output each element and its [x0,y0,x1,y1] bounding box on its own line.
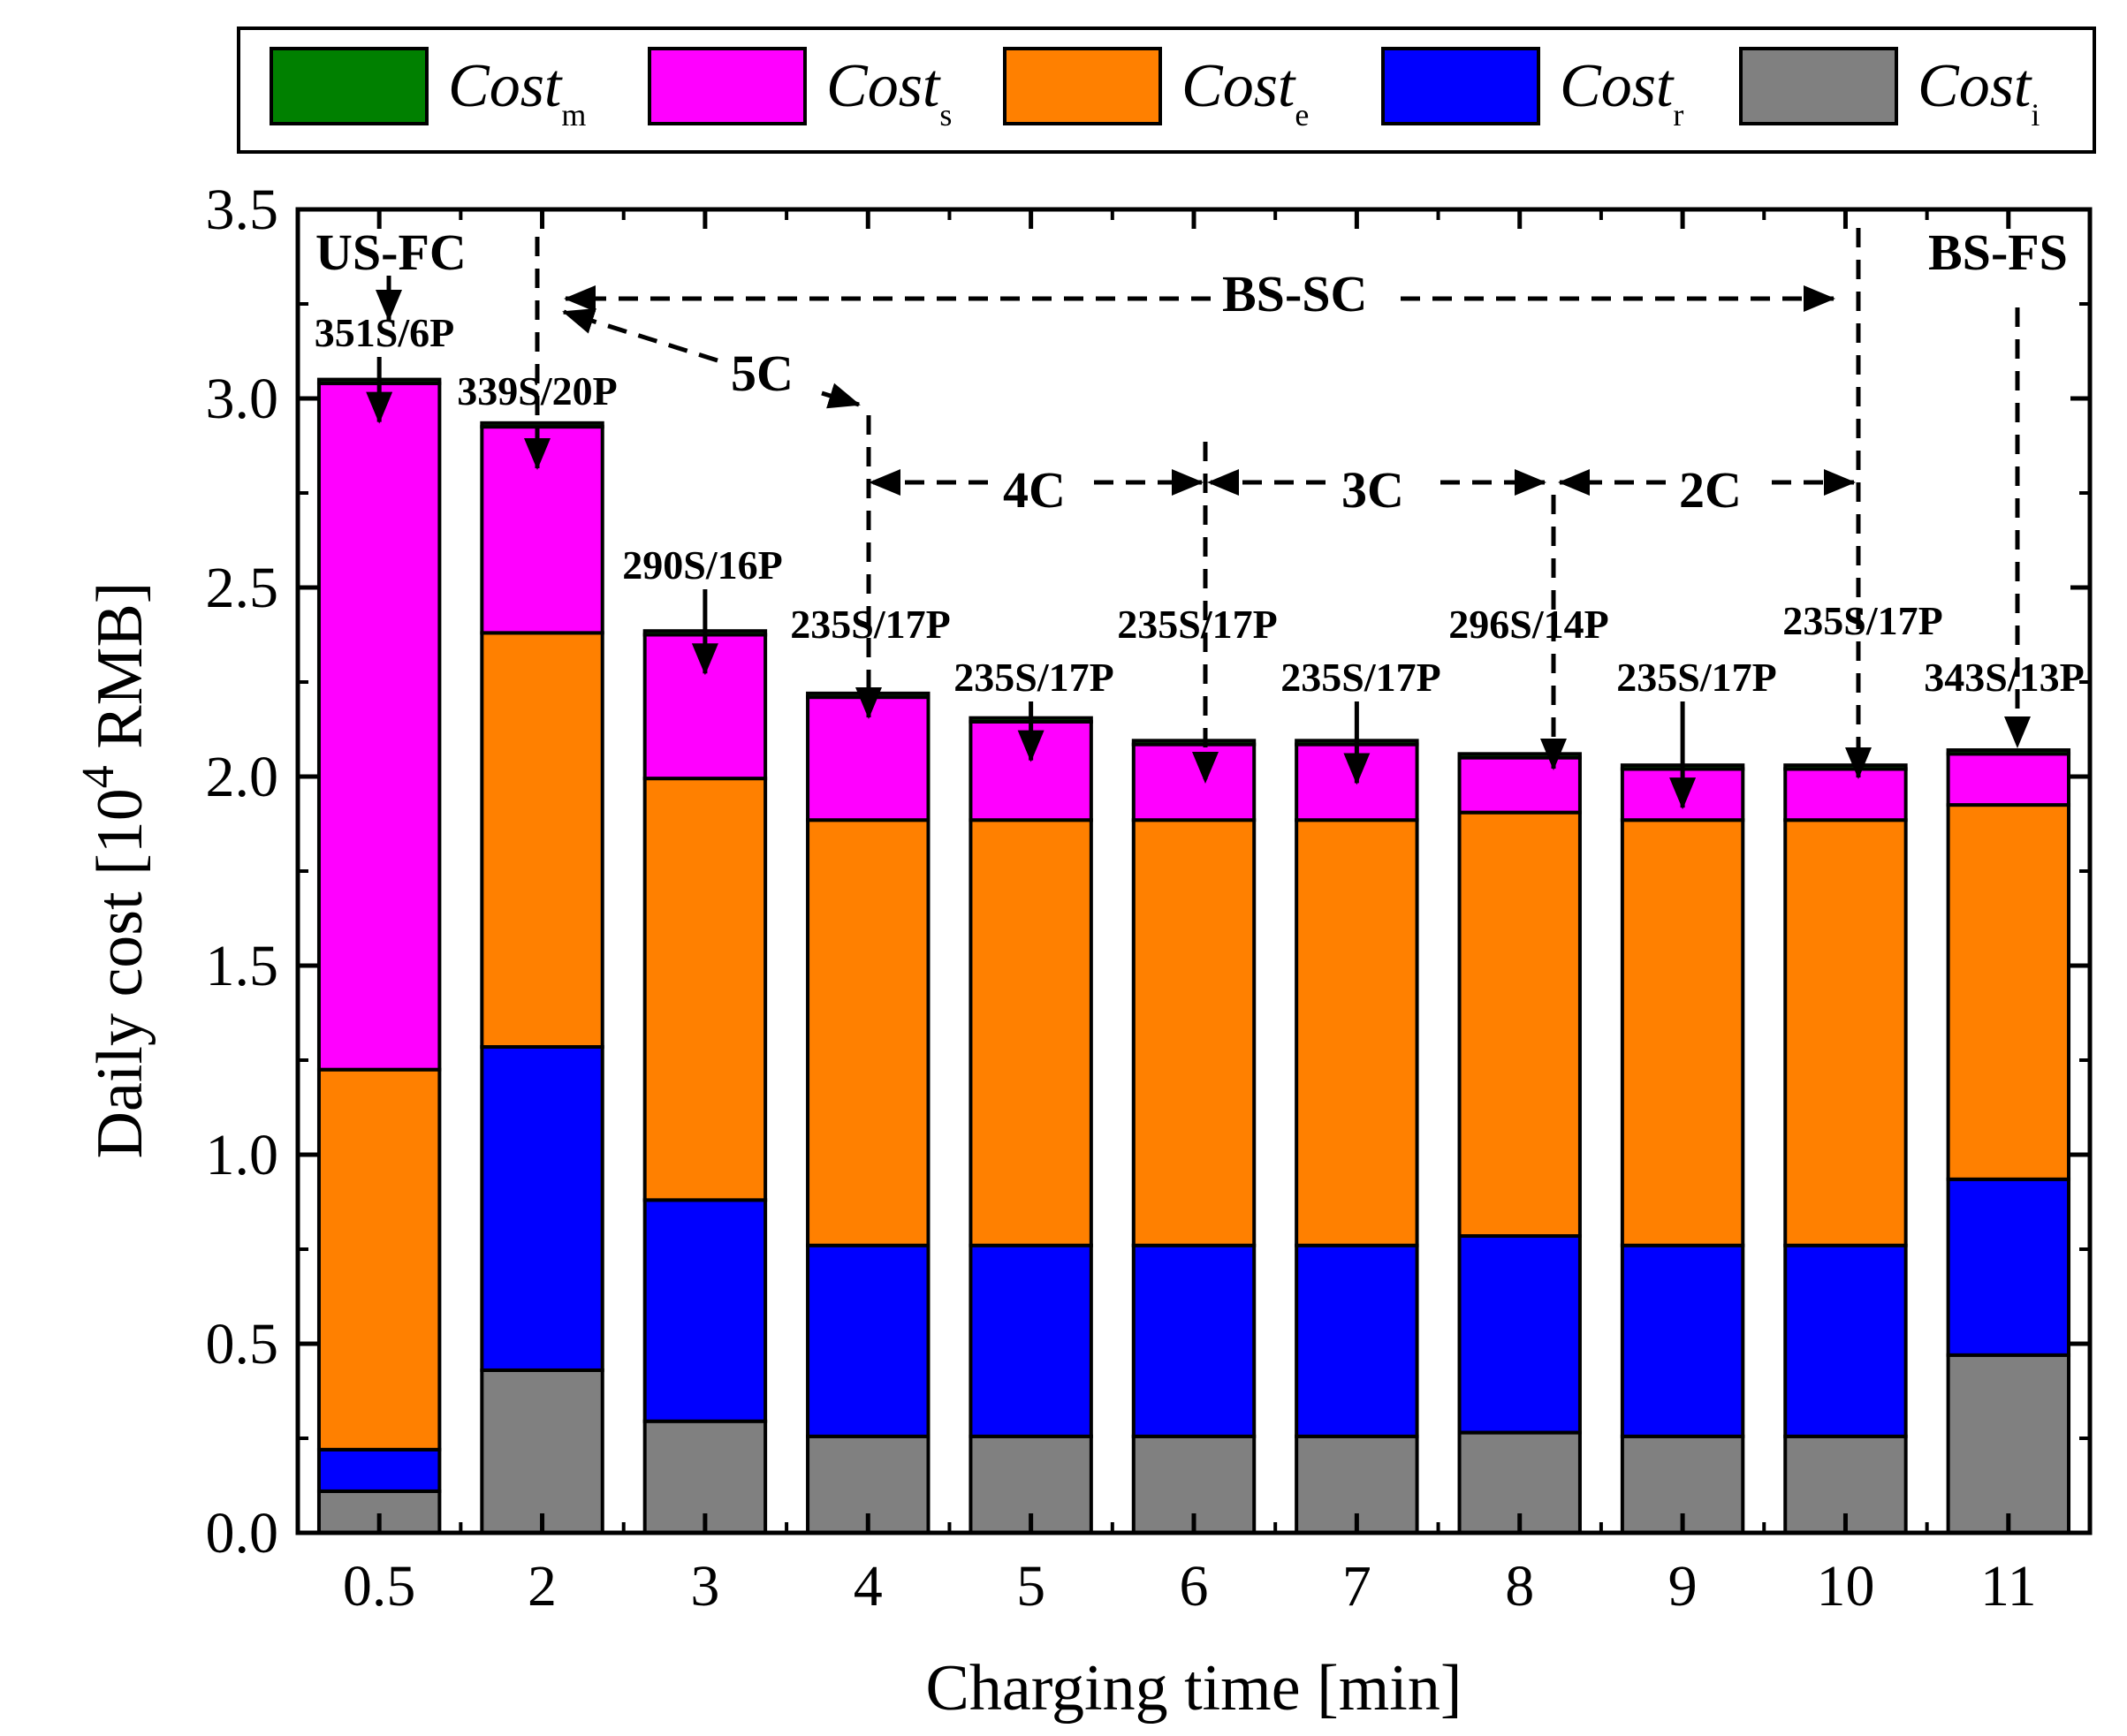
x-tick-label: 11 [1980,1554,2037,1618]
y-axis-title-prefix: Daily cost [10 [84,788,156,1158]
y-tick-label: 3.0 [206,367,279,431]
annotation-us-fc: US-FC [315,224,467,281]
bar-5-cost-e [969,818,1093,1247]
legend-swatch-cost-m [270,47,429,125]
y-tick-label: 0.5 [206,1312,279,1376]
annotation-bs-fs: BS-FS [1928,224,2068,281]
y-axis-title: Daily cost [104 RMB] [73,582,156,1159]
bar-11-cost-r [1946,1177,2071,1357]
x-tick-label: 0.5 [343,1554,416,1618]
bar-0.5-cost-e [316,1067,442,1452]
bar-6-cost-s [1131,742,1257,823]
y-tick-label: 1.0 [206,1123,279,1187]
y-tick-label: 0.0 [206,1501,279,1565]
annotation-2c: 2C [1679,461,1742,519]
annotation-3c: 3C [1341,461,1404,519]
bar-5-cost-r [969,1243,1093,1438]
arrow-5c-left [562,307,718,363]
legend-label-cost-r: Costr [1560,52,1683,133]
bar-9-cost-r [1620,1243,1745,1438]
annotation-5c: 5C [731,345,794,402]
bar-0.5-cost-s [316,381,442,1072]
bar-6-cost-m [1131,739,1257,747]
x-tick-label: 7 [1342,1554,1371,1618]
bar-config-label: 235S/17P [1616,655,1776,700]
bar-2-cost-m [480,421,604,429]
y-tick-label: 2.0 [206,745,279,809]
bars-layer [316,377,2071,1535]
annotations: US-FC BS-SC BS-FS 5C 4C 3C 2C [315,224,2068,810]
x-tick-label: 8 [1505,1554,1534,1618]
legend-swatch-cost-e [1003,47,1162,125]
legend-swatch-cost-s [648,47,807,125]
annotation-bs-sc: BS-SC [1222,265,1367,322]
bar-config-label: 235S/17P [1782,598,1942,643]
bar-9-cost-e [1620,818,1745,1247]
bar-4-cost-e [806,818,931,1247]
legend-label-cost-i: Costi [1918,52,2040,133]
annotation-4c: 4C [1003,461,1066,519]
bar-4-cost-r [806,1243,931,1438]
legend-swatch-cost-i [1739,47,1898,125]
legend-label-cost-m: Costm [448,52,586,133]
bar-config-label: 235S/17P [953,655,1113,700]
arrow-5c-right [821,383,861,409]
x-tick-label: 6 [1180,1554,1209,1618]
legend: Costm Costs Coste Costr Costi [237,27,2096,154]
bar-config-label: 235S/17P [1117,602,1277,647]
bar-2-cost-i [480,1368,604,1535]
y-axis-title-suffix: RMB] [84,582,156,766]
bar-config-label: 351S/6P [315,310,454,355]
bar-0.5-cost-r [316,1447,442,1493]
bar-config-label: 343S/13P [1924,655,2084,700]
x-tick-label: 3 [690,1554,719,1618]
bar-11-cost-m [1946,748,2071,756]
legend-label-cost-e: Coste [1181,52,1309,133]
x-tick-label: 9 [1668,1554,1698,1618]
bar-8-cost-e [1457,810,1582,1239]
bar-3-cost-e [642,777,768,1202]
bar-10-cost-r [1783,1243,1908,1438]
bar-11-cost-s [1946,752,2071,807]
axes-layer: 0.0 0.5 1.0 1.5 2.0 2.5 3.0 3.5 0.5 2 3 4 5 6 7 8 9 10 11 [206,178,2090,1618]
bar-11-cost-e [1946,803,2071,1181]
bar-labels: 351S/6P339S/20P290S/16P235S/17P235S/17P2… [315,310,2085,700]
bar-7-cost-r [1295,1243,1419,1438]
x-tick-label: 2 [528,1554,557,1618]
bar-config-label: 290S/16P [622,542,782,588]
bar-8-cost-m [1457,752,1582,760]
bar-7-cost-e [1295,818,1419,1247]
bar-6-cost-e [1131,818,1257,1247]
bar-2-cost-r [480,1045,604,1372]
x-tick-label: 10 [1816,1554,1874,1618]
bar-10-cost-s [1783,767,1908,823]
bar-2-cost-e [480,631,604,1050]
y-tick-label: 1.5 [206,934,279,998]
y-tick-label: 3.5 [206,178,279,242]
y-axis-title-exponent: 4 [73,765,124,788]
bar-8-cost-s [1457,755,1582,815]
bar-2-cost-s [480,425,604,635]
bar-10-cost-m [1783,763,1908,771]
x-axis-title: Charging time [min] [926,1652,1462,1725]
plot-frame [295,207,2093,1535]
legend-swatch-cost-r [1381,47,1540,125]
bar-3-cost-r [642,1198,768,1423]
bar-6-cost-r [1131,1243,1257,1438]
bar-11-cost-i [1946,1353,2071,1535]
y-tick-label: 2.5 [206,556,279,620]
bar-4-cost-m [806,691,931,700]
x-tick-label: 5 [1016,1554,1045,1618]
bar-10-cost-e [1783,818,1908,1247]
legend-label-cost-s: Costs [826,52,952,133]
x-tick-label: 4 [854,1554,883,1618]
bar-config-label: 235S/17P [1280,655,1440,700]
bar-8-cost-r [1457,1234,1582,1435]
bar-config-label: 296S/14P [1448,602,1608,647]
